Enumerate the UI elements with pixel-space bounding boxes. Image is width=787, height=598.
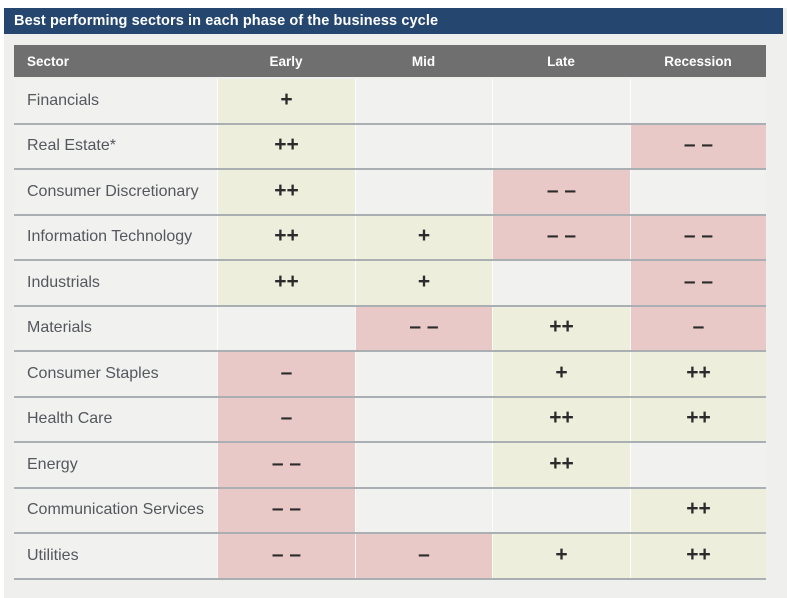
table-row: Financials +: [14, 79, 766, 125]
phase-cell-late: [492, 79, 630, 123]
phase-cell-late: ++: [492, 443, 630, 487]
phase-cell-mid: [355, 488, 492, 532]
sector-label: Industrials: [14, 261, 217, 305]
table-header-row: Sector Early Mid Late Recession: [14, 45, 766, 77]
phase-cell-late: [492, 124, 630, 168]
sector-label: Real Estate*: [14, 124, 217, 168]
phase-cell-recession: ++: [630, 397, 766, 441]
title-bar: Best performing sectors in each phase of…: [4, 8, 783, 34]
phase-cell-mid: [355, 397, 492, 441]
phase-cell-recession: – –: [630, 215, 766, 259]
phase-cell-early: +: [217, 79, 355, 123]
phase-cell-mid: – –: [355, 306, 492, 350]
phase-cell-late: [492, 261, 630, 305]
phase-cell-mid: [355, 170, 492, 214]
sector-cycle-table: Sector Early Mid Late Recession Financia…: [14, 45, 766, 580]
phase-cell-late: +: [492, 534, 630, 578]
phase-cell-early: ++: [217, 170, 355, 214]
phase-cell-early: – –: [217, 443, 355, 487]
phase-cell-mid: [355, 124, 492, 168]
content-panel: Best performing sectors in each phase of…: [4, 8, 787, 598]
phase-cell-mid: [355, 352, 492, 396]
page-title: Best performing sectors in each phase of…: [14, 13, 439, 29]
column-header-early: Early: [269, 53, 303, 69]
phase-cell-mid: +: [355, 215, 492, 259]
sector-label: Communication Services: [14, 488, 217, 532]
phase-cell-early: ++: [217, 215, 355, 259]
sector-label: Consumer Discretionary: [14, 170, 217, 214]
table-row: Utilities – – – + ++: [14, 534, 766, 580]
phase-cell-early: [217, 306, 355, 350]
phase-cell-late: ++: [492, 397, 630, 441]
table-row: Health Care – ++ ++: [14, 397, 766, 443]
phase-cell-early: –: [217, 352, 355, 396]
table-row: Information Technology ++ + – – – –: [14, 215, 766, 261]
sector-label: Materials: [14, 306, 217, 350]
table-row: Energy – – ++: [14, 443, 766, 489]
phase-cell-early: ++: [217, 124, 355, 168]
sector-label: Financials: [14, 79, 217, 123]
column-header-late: Late: [547, 53, 575, 69]
table-row: Materials – – ++ –: [14, 306, 766, 352]
table-row: Real Estate* ++ – –: [14, 124, 766, 170]
phase-cell-early: – –: [217, 534, 355, 578]
sector-label: Consumer Staples: [14, 352, 217, 396]
phase-cell-recession: ++: [630, 534, 766, 578]
phase-cell-early: ++: [217, 261, 355, 305]
sector-label: Information Technology: [14, 215, 217, 259]
column-header-mid: Mid: [411, 53, 436, 69]
phase-cell-late: ++: [492, 306, 630, 350]
phase-cell-late: [492, 488, 630, 532]
phase-cell-mid: –: [355, 534, 492, 578]
phase-cell-late: – –: [492, 215, 630, 259]
sector-label: Utilities: [14, 534, 217, 578]
phase-cell-recession: ++: [630, 488, 766, 532]
phase-cell-recession: –: [630, 306, 766, 350]
table-body: Financials + Real Estate* ++ – – Consumer Dis…: [14, 79, 766, 580]
phase-cell-early: –: [217, 397, 355, 441]
phase-cell-recession: – –: [630, 261, 766, 305]
column-header-sector: Sector: [27, 53, 70, 69]
sector-label: Energy: [14, 443, 217, 487]
phase-cell-recession: ++: [630, 352, 766, 396]
phase-cell-recession: [630, 79, 766, 123]
phase-cell-mid: +: [355, 261, 492, 305]
phase-cell-recession: [630, 170, 766, 214]
phase-cell-mid: [355, 79, 492, 123]
table-row: Communication Services – – ++: [14, 488, 766, 534]
phase-cell-late: – –: [492, 170, 630, 214]
table-row: Consumer Staples – + ++: [14, 352, 766, 398]
column-header-recession: Recession: [664, 53, 732, 69]
table-row: Consumer Discretionary ++ – –: [14, 170, 766, 216]
phase-cell-recession: [630, 443, 766, 487]
phase-cell-mid: [355, 443, 492, 487]
phase-cell-late: +: [492, 352, 630, 396]
phase-cell-recession: – –: [630, 124, 766, 168]
sector-label: Health Care: [14, 397, 217, 441]
phase-cell-early: – –: [217, 488, 355, 532]
table-row: Industrials ++ + – –: [14, 261, 766, 307]
